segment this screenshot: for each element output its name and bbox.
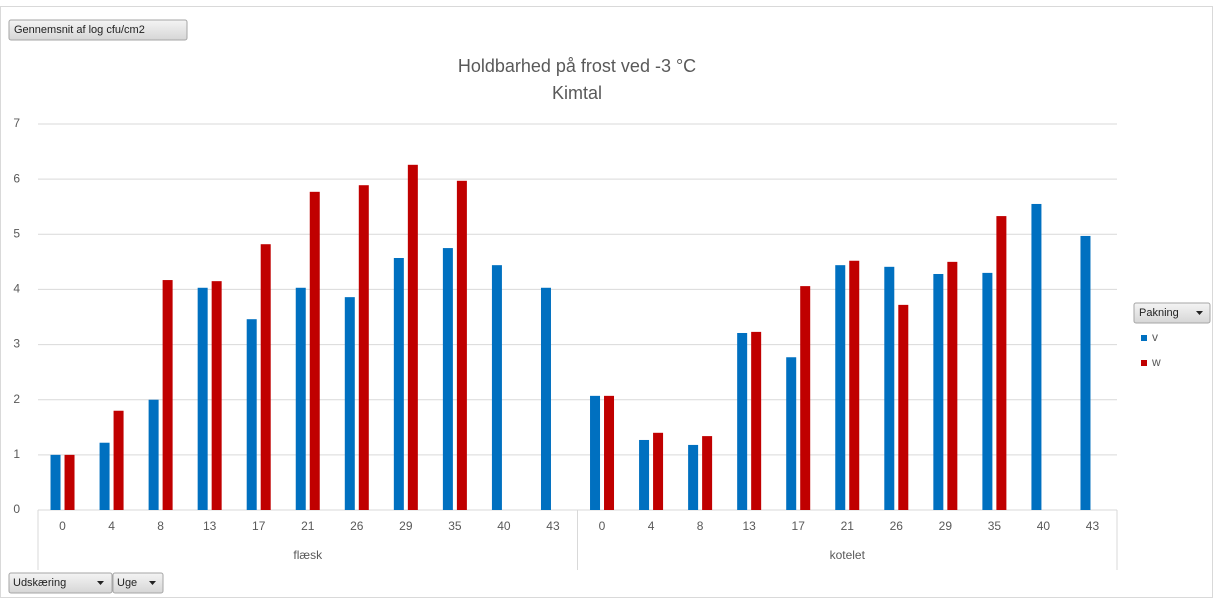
bar [211,281,222,510]
x-tick-label: 40 [497,519,511,533]
bar [835,265,846,510]
bar [260,244,271,510]
bar [737,332,748,510]
bar [1031,203,1042,510]
bar [295,287,306,510]
x-tick-label: 29 [939,519,953,533]
legend-label: v [1152,330,1158,344]
legend-label: w [1151,355,1161,369]
value-field-button[interactable]: Gennemsnit af log cfu/cm2 [8,19,188,41]
button-bg [8,19,188,41]
bar [358,185,369,511]
bar [344,297,355,510]
chart-subtitle: Kimtal [552,83,602,103]
y-tick-label: 4 [13,282,20,296]
bar [884,266,895,510]
y-tick-label: 7 [13,116,20,130]
bar [898,304,909,510]
bar [604,395,615,510]
bar [197,287,208,510]
legend-swatch [1141,360,1147,366]
button-bg [8,572,113,594]
bar [246,319,257,510]
y-tick-label: 6 [13,171,20,185]
row-field-button[interactable]: Uge [112,572,164,594]
x-tick-label: 43 [1086,519,1100,533]
button-label: Udskæring [13,577,66,589]
bar [407,164,418,510]
chart-title: Holdbarhed på frost ved -3 °C [458,56,696,76]
x-tick-label: 26 [890,519,904,533]
x-tick-label: 8 [697,519,704,533]
bar [849,260,860,510]
bar [162,280,173,510]
x-tick-label: 13 [742,519,756,533]
bar [99,442,110,510]
y-tick-label: 0 [13,502,20,516]
bar [800,286,811,510]
x-tick-label: 8 [157,519,164,533]
y-tick-label: 3 [13,337,20,351]
y-tick-label: 2 [13,392,20,406]
bar [653,432,664,510]
bar [590,395,601,510]
legend-swatch [1141,335,1147,341]
x-tick-label: 17 [792,519,806,533]
bar [148,399,159,510]
x-tick-label: 21 [841,519,855,533]
bar [456,180,467,510]
bar [309,191,320,510]
x-tick-label: 26 [350,519,364,533]
x-tick-label: 4 [648,519,655,533]
x-tick-label: 35 [448,519,462,533]
x-tick-label: 29 [399,519,413,533]
bar [996,216,1007,511]
group-label: flæsk [293,548,323,562]
bar [393,257,404,510]
bar [786,357,797,510]
row-field-button[interactable]: Udskæring [8,572,113,594]
bar [982,272,993,510]
x-tick-label: 17 [252,519,266,533]
button-bg [112,572,164,594]
bar [751,331,762,510]
x-tick-label: 43 [546,519,560,533]
x-tick-label: 35 [988,519,1002,533]
dropdown-arrow [149,581,156,585]
y-tick-label: 5 [13,226,20,240]
bar [64,454,75,510]
legend-field-button[interactable]: Pakning [1133,302,1211,324]
bar [702,436,713,510]
bar [442,248,453,511]
x-tick-label: 13 [203,519,217,533]
bar [50,454,61,510]
bar [491,265,502,510]
y-tick-label: 1 [13,447,20,461]
bar [639,439,650,510]
bar [540,287,551,510]
dropdown-arrow [1196,311,1203,315]
button-label: Pakning [1139,307,1179,319]
button-label: Gennemsnit af log cfu/cm2 [14,24,145,36]
x-tick-label: 0 [59,519,66,533]
bar [113,410,124,510]
button-label: Uge [117,577,137,589]
x-tick-label: 21 [301,519,315,533]
button-bg [1133,302,1211,324]
bar [688,444,699,510]
x-tick-label: 40 [1037,519,1051,533]
x-tick-label: 0 [599,519,606,533]
dropdown-arrow [97,581,104,585]
group-label: kotelet [830,548,866,562]
bar [1080,235,1091,510]
x-tick-label: 4 [108,519,115,533]
bar [947,261,958,510]
bar [933,273,944,510]
